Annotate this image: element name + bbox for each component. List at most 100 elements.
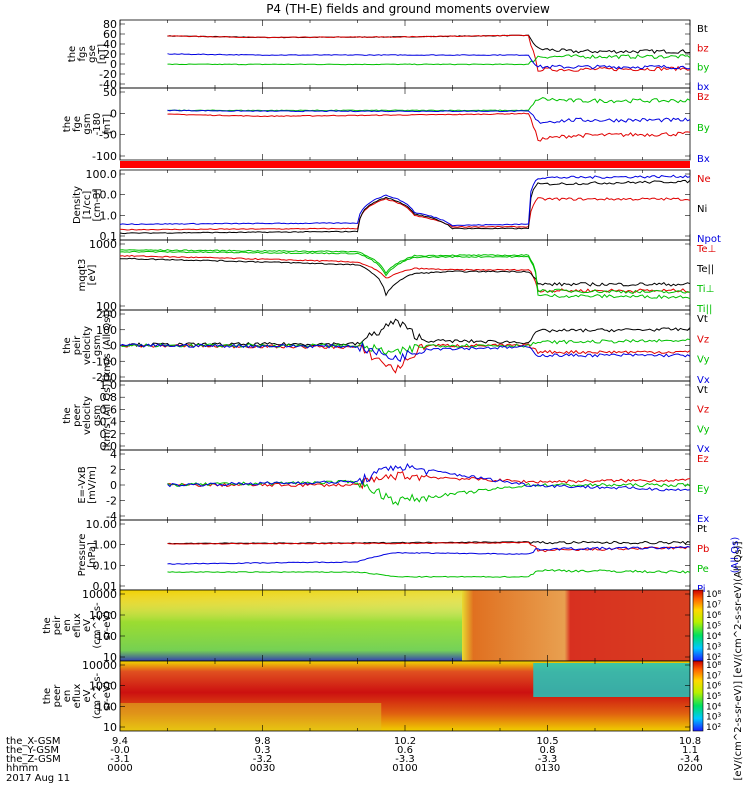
y-tick-label: 100 [96, 700, 117, 713]
x-axis-value: 0030 [250, 763, 275, 774]
y-axis-label-line: sr-eV) [102, 611, 113, 640]
series-line-Pt [167, 540, 691, 545]
series-line-Npot [119, 174, 691, 227]
y-tick-label: -100 [92, 150, 117, 163]
y-axis-label-line: [km/s (All Qs)] [102, 310, 113, 382]
panel-temperature: 1000 100 mqqt3 [eV] Te⊥ Te|| Ti⊥ Ti|| [77, 238, 716, 315]
y-tick-label: 50 [103, 86, 117, 99]
y-tick-label: 200 [96, 308, 117, 321]
y-tick-label: -200 [92, 371, 117, 384]
panel-efield: 4 2 0 -2 -4 E=-VxB [mV/m] Ez Ey Ex [77, 448, 709, 525]
y-tick-label: 0.01 [93, 580, 118, 593]
y-tick-label: 100 [96, 300, 117, 313]
colorbar-tick-label: 10² [706, 723, 721, 733]
y-axis-label-line: [eV] [87, 265, 98, 286]
series-line-Ey [167, 478, 691, 506]
y-axis-label-line: [1/cc] [82, 191, 93, 220]
x-axis-value: 10.8 [679, 736, 701, 747]
y-axis-label-line: the [62, 116, 73, 132]
y-tick-label: 0.10 [93, 559, 118, 572]
series-line-Ez [167, 470, 691, 490]
y-tick-label: 0.0 [100, 440, 118, 453]
x-axis-value: 0.8 [540, 745, 556, 756]
legend-entry: Vy [697, 424, 710, 435]
colorbar-tick-label: 10⁸ [706, 661, 721, 671]
y-tick-label: 0 [110, 107, 117, 120]
panel-fge-gsm: 50 0 -50 -100 the fge gsm -180 [nT] Bz By Bx [62, 86, 710, 165]
y-tick-label: -50 [99, 129, 117, 142]
y-axis-label-line: peer [52, 684, 63, 708]
x-axis-value: -3.2 [253, 754, 273, 765]
colorbar-tick-label: 10⁵ [706, 692, 721, 702]
legend-entry: Bx [697, 154, 710, 165]
legend-entry: Te⊥ [696, 244, 716, 255]
colorbar-tick-label: 10⁵ [706, 622, 721, 632]
x-axis-value: 0000 [107, 763, 132, 774]
y-tick-label: -100 [92, 355, 117, 368]
series-line-bx [167, 53, 691, 70]
x-axis-value: 9.8 [255, 736, 271, 747]
y-tick-label: 0.8 [100, 391, 118, 404]
x-axis-value: 10.2 [394, 736, 416, 747]
panel-frame [119, 87, 691, 161]
colorbar-tick-label: 10⁷ [706, 671, 721, 681]
y-tick-label: -4 [106, 510, 117, 523]
series-line-bz [167, 34, 691, 72]
colorbar-tick-label: 10⁷ [706, 601, 721, 611]
panel-frame [119, 380, 691, 451]
y-tick-label: 10000 [82, 588, 117, 601]
panel-frame [119, 519, 691, 591]
series-line-Bx [167, 109, 691, 124]
legend-entry: Pt [697, 524, 707, 535]
y-axis-label-line: the [67, 46, 78, 62]
y-axis-label-line: eflux [72, 613, 83, 638]
legend-entry: Vt [697, 385, 708, 396]
legend-entry: Ne [697, 174, 711, 185]
y-axis-label-line: (cm^2-s- [92, 602, 103, 649]
y-tick-label: 100 [96, 630, 117, 643]
ion-spectrogram-low-energy [120, 590, 462, 661]
y-axis-label-line: [cm-3] [92, 188, 103, 221]
series-line-By [167, 97, 691, 112]
colorbar-tick-label: 10⁸ [706, 590, 721, 600]
panel-pressure: 10.00 1.00 0.10 0.01 Pressure [nPa] Pt Pb Pe Pi (A… [77, 518, 741, 595]
y-tick-label: 10 [103, 651, 117, 664]
x-axis-value: -3.3 [395, 754, 415, 765]
y-tick-label: -20 [99, 68, 117, 81]
legend-entry: Vx [697, 444, 710, 455]
legend-entry: Ez [697, 454, 709, 465]
panel-velocity-gsm: 200 100 0 -100 -200 the peir velocity gsm [km/s (… [62, 308, 710, 386]
colorbar-scale [692, 660, 704, 732]
y-axis-label-line: gse [87, 45, 98, 63]
y-axis-label-line: [mV/m] [87, 466, 98, 504]
series-line-Vx [119, 341, 691, 363]
y-tick-label: 0.4 [100, 416, 118, 429]
y-axis-label-line: [nT] [102, 114, 113, 134]
y-axis-label-line: (cm^2-s- [92, 672, 103, 719]
y-tick-label: 10 [103, 721, 117, 734]
y-tick-label: 0.2 [100, 428, 118, 441]
y-axis-label-line: the [62, 407, 73, 423]
x-axis-value: 0.6 [397, 745, 413, 756]
y-axis-label-line: velocity [82, 396, 93, 435]
y-tick-label: 10.00 [86, 518, 118, 531]
x-axis-value: 0130 [535, 763, 560, 774]
y-tick-label: 0 [110, 58, 117, 71]
legend-entry: Te|| [696, 264, 714, 275]
y-tick-label: 60 [103, 28, 117, 41]
legend-entry: Npot [697, 234, 721, 245]
y-axis-label-line: the [62, 337, 73, 353]
y-axis-label-line: [km/s (All Qs)] [102, 380, 113, 452]
series-line-by [167, 54, 691, 66]
y-axis-label-line: en [62, 619, 73, 632]
series-line-Ne [119, 197, 691, 231]
legend-entry: Bz [697, 92, 709, 103]
x-axis-row-label: the_Y-GSM [6, 745, 59, 756]
x-axis-row-label: the_X-GSM [6, 736, 60, 747]
colorbar-tick-label: 10² [706, 653, 721, 663]
series-line-Ni [119, 179, 691, 235]
y-axis-label-line: peir [52, 615, 63, 635]
y-tick-label: 80 [103, 18, 117, 31]
